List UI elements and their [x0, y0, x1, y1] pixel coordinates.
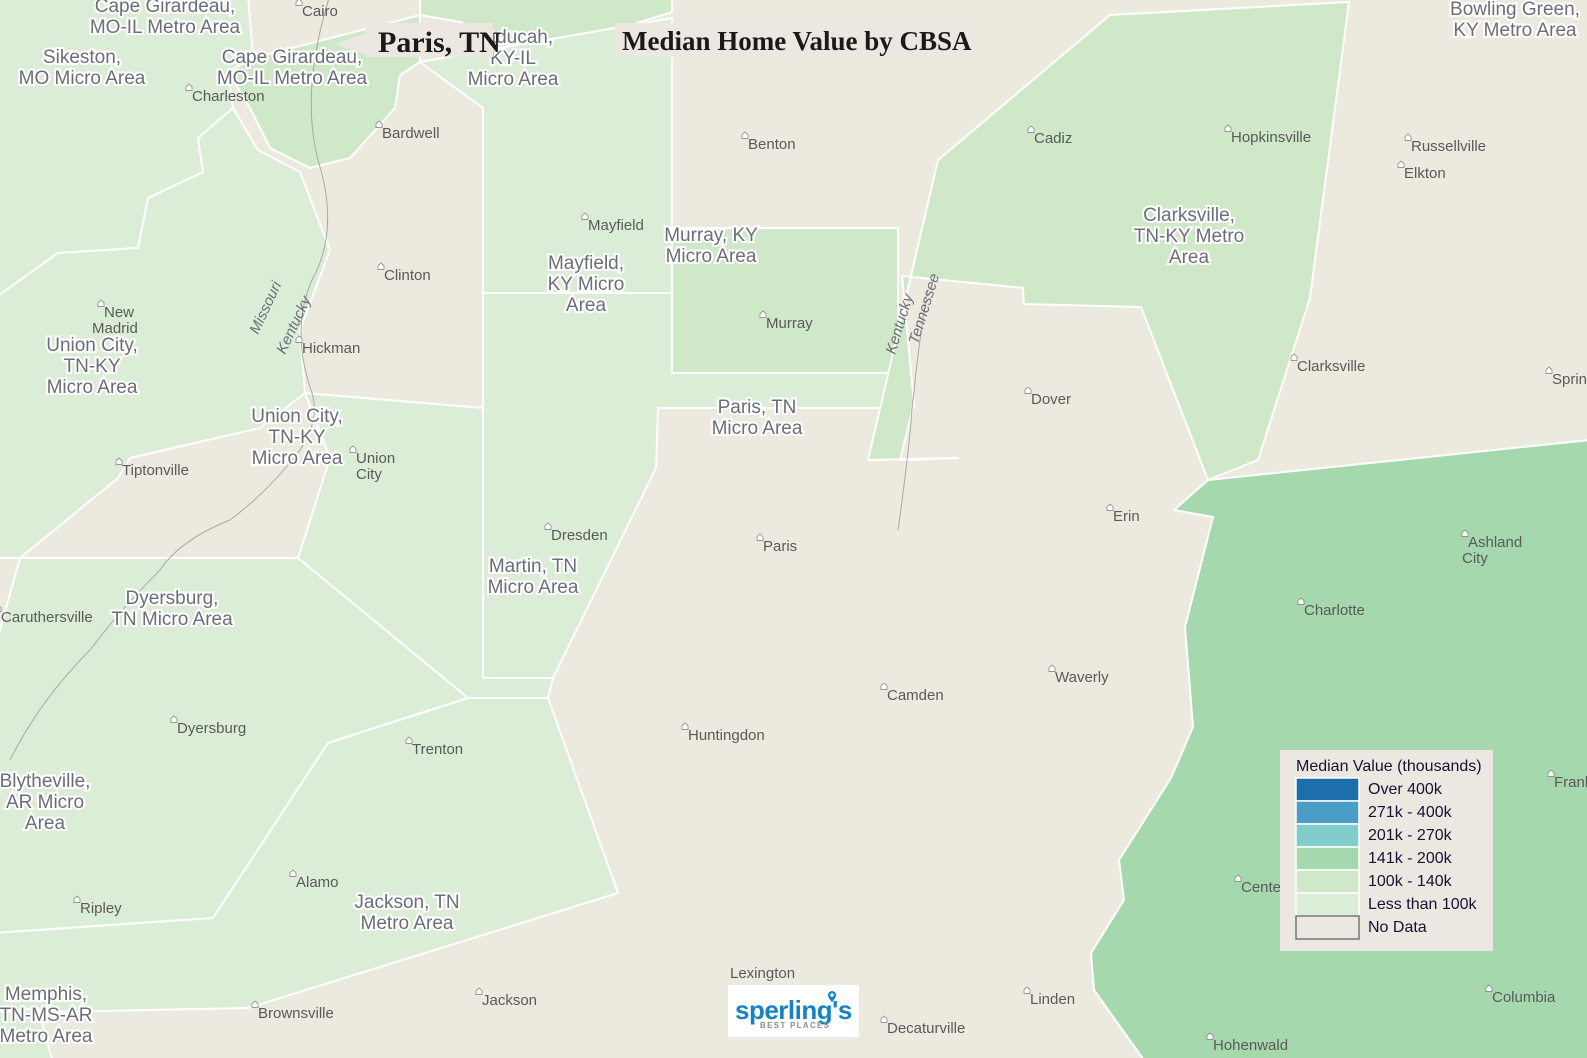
svg-text:Metro Area: Metro Area: [361, 913, 454, 934]
svg-text:Dyersburg,: Dyersburg,: [126, 588, 219, 609]
svg-text:TN-KY: TN-KY: [64, 356, 121, 377]
svg-text:Union City,: Union City,: [251, 406, 343, 427]
svg-text:No Data: No Data: [1368, 919, 1427, 936]
svg-text:Bardwell: Bardwell: [382, 125, 440, 142]
svg-text:Cairo: Cairo: [302, 3, 338, 20]
svg-text:Murray: Murray: [766, 315, 813, 332]
svg-text:KY Metro Area: KY Metro Area: [1453, 20, 1577, 41]
svg-text:TN-KY Metro: TN-KY Metro: [1134, 226, 1245, 247]
svg-text:Micro Area: Micro Area: [488, 577, 579, 598]
svg-text:Waverly: Waverly: [1055, 669, 1109, 686]
svg-text:Ashland: Ashland: [1468, 534, 1522, 551]
svg-text:MO Micro Area: MO Micro Area: [19, 68, 146, 89]
svg-text:Clarksville,: Clarksville,: [1143, 205, 1235, 226]
svg-text:Jackson: Jackson: [482, 992, 537, 1009]
svg-text:Dyersburg: Dyersburg: [177, 720, 246, 737]
svg-text:Elkton: Elkton: [1404, 165, 1446, 182]
svg-text:AR Micro: AR Micro: [6, 792, 84, 813]
svg-text:Area: Area: [1169, 247, 1210, 268]
svg-text:Cadiz: Cadiz: [1034, 130, 1072, 147]
svg-text:Paris: Paris: [763, 538, 797, 555]
svg-text:Paris, TN: Paris, TN: [718, 397, 797, 418]
svg-text:Paris, TN: Paris, TN: [378, 26, 501, 59]
svg-text:Micro Area: Micro Area: [468, 69, 559, 90]
svg-text:New: New: [104, 304, 134, 321]
svg-text:Union City,: Union City,: [46, 335, 138, 356]
svg-text:Less than 100k: Less than 100k: [1368, 896, 1478, 913]
svg-text:Franklin: Franklin: [1554, 774, 1587, 791]
svg-text:BEST PLACES: BEST PLACES: [760, 1021, 830, 1030]
svg-text:Hohenwald: Hohenwald: [1213, 1037, 1288, 1054]
svg-text:Median Value (thousands): Median Value (thousands): [1296, 758, 1482, 775]
svg-text:Lexington: Lexington: [730, 965, 795, 982]
svg-text:Russellville: Russellville: [1411, 138, 1486, 155]
svg-text:Cape Girardeau,: Cape Girardeau,: [95, 0, 235, 17]
svg-text:Mayfield,: Mayfield,: [548, 253, 624, 274]
svg-text:MO-IL Metro Area: MO-IL Metro Area: [217, 68, 368, 89]
svg-text:Blytheville,: Blytheville,: [0, 771, 90, 792]
svg-text:Martin, TN: Martin, TN: [489, 556, 577, 577]
svg-text:Ripley: Ripley: [80, 900, 122, 917]
svg-text:141k - 200k: 141k - 200k: [1368, 850, 1453, 867]
svg-text:KY Micro: KY Micro: [548, 274, 625, 295]
svg-text:Brownsville: Brownsville: [258, 1005, 334, 1022]
svg-text:City: City: [356, 466, 382, 483]
svg-text:Over 400k: Over 400k: [1368, 781, 1443, 798]
svg-text:Hickman: Hickman: [302, 340, 360, 357]
svg-text:Springfield: Springfield: [1552, 371, 1587, 388]
svg-text:Clarksville: Clarksville: [1297, 358, 1365, 375]
svg-text:Columbia: Columbia: [1492, 989, 1556, 1006]
svg-text:Median Home Value by CBSA: Median Home Value by CBSA: [622, 26, 972, 56]
svg-text:Tiptonville: Tiptonville: [122, 462, 189, 479]
svg-text:Micro Area: Micro Area: [47, 377, 138, 398]
svg-text:Trenton: Trenton: [412, 741, 463, 758]
svg-text:Benton: Benton: [748, 136, 796, 153]
svg-text:Hopkinsville: Hopkinsville: [1231, 129, 1311, 146]
svg-text:Murray, KY: Murray, KY: [664, 225, 758, 246]
svg-text:Cente: Cente: [1241, 879, 1281, 896]
svg-text:Cape Girardeau,: Cape Girardeau,: [222, 47, 362, 68]
svg-text:Jackson, TN: Jackson, TN: [354, 892, 459, 913]
svg-text:Dover: Dover: [1031, 391, 1071, 408]
svg-text:Union: Union: [356, 450, 395, 467]
svg-text:Caruthersville: Caruthersville: [1, 609, 93, 626]
svg-text:Micro Area: Micro Area: [666, 246, 757, 267]
svg-text:Decaturville: Decaturville: [887, 1020, 965, 1037]
svg-text:Micro Area: Micro Area: [712, 418, 803, 439]
svg-text:Sikeston,: Sikeston,: [43, 47, 121, 68]
svg-text:TN Micro Area: TN Micro Area: [111, 609, 233, 630]
svg-text:MO-IL Metro Area: MO-IL Metro Area: [90, 17, 241, 38]
svg-text:Charleston: Charleston: [192, 88, 265, 105]
svg-text:Mayfield: Mayfield: [588, 217, 644, 234]
svg-text:Metro Area: Metro Area: [0, 1026, 93, 1047]
svg-text:Clinton: Clinton: [384, 267, 431, 284]
svg-text:201k - 270k: 201k - 270k: [1368, 827, 1453, 844]
svg-text:Erin: Erin: [1113, 508, 1140, 525]
svg-text:Bowling Green,: Bowling Green,: [1450, 0, 1580, 20]
svg-text:Alamo: Alamo: [296, 874, 339, 891]
svg-text:271k - 400k: 271k - 400k: [1368, 804, 1453, 821]
svg-text:TN-KY: TN-KY: [269, 427, 326, 448]
svg-text:Huntingdon: Huntingdon: [688, 727, 765, 744]
svg-text:Memphis,: Memphis,: [5, 984, 87, 1005]
svg-text:Charlotte: Charlotte: [1304, 602, 1365, 619]
svg-text:Micro Area: Micro Area: [252, 448, 343, 469]
svg-text:Area: Area: [25, 813, 66, 834]
svg-text:TN-MS-AR: TN-MS-AR: [0, 1005, 92, 1026]
svg-text:Dresden: Dresden: [551, 527, 608, 544]
svg-text:Area: Area: [566, 295, 607, 316]
svg-text:Linden: Linden: [1030, 991, 1075, 1008]
svg-text:City: City: [1462, 550, 1488, 567]
svg-text:100k - 140k: 100k - 140k: [1368, 873, 1453, 890]
svg-text:Camden: Camden: [887, 687, 944, 704]
